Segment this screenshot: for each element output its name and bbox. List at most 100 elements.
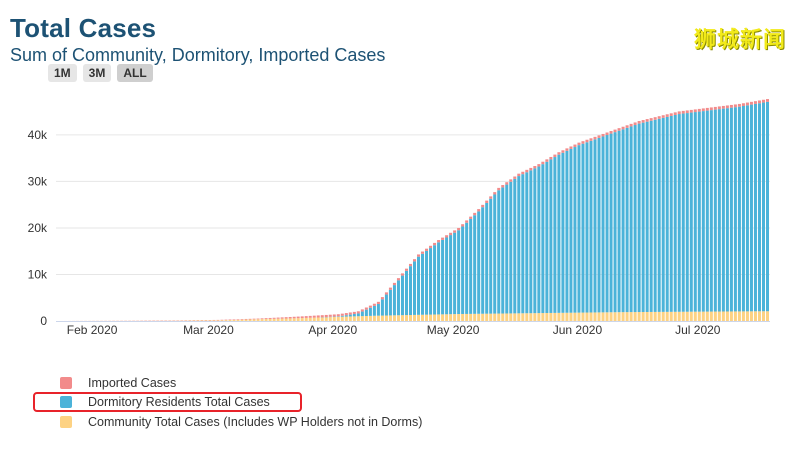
range-button-3m[interactable]: 3M	[82, 64, 112, 82]
bar-imported	[376, 301, 380, 305]
bar-dormitory	[653, 119, 657, 312]
bar-imported	[585, 139, 589, 143]
bar-dormitory	[625, 127, 629, 313]
bar-imported	[473, 212, 477, 216]
bar-community	[429, 314, 433, 321]
bar-imported	[244, 318, 248, 320]
bar-community	[268, 318, 272, 321]
bar-community	[509, 313, 513, 321]
bar-dormitory	[661, 117, 665, 312]
bar-community	[232, 319, 236, 321]
legend-item-community[interactable]: Community Total Cases (Includes WP Holde…	[60, 412, 422, 432]
bar-community	[212, 320, 216, 321]
bar-imported	[284, 317, 288, 319]
bar-community	[368, 315, 372, 321]
bar-community	[545, 313, 549, 321]
bar-dormitory	[537, 166, 541, 314]
bar-dormitory	[725, 108, 729, 312]
bar-community	[533, 313, 537, 321]
bar-community	[493, 313, 497, 321]
bar-community	[581, 312, 585, 321]
bar-community	[469, 313, 473, 321]
bar-dormitory	[360, 311, 364, 317]
bar-imported	[617, 128, 621, 131]
bar-community	[589, 312, 593, 321]
bar-community	[621, 312, 625, 321]
bar-dormitory	[521, 174, 525, 314]
bar-community	[669, 311, 673, 321]
bar-community	[264, 319, 268, 321]
bar-imported	[693, 109, 697, 113]
bar-imported	[300, 316, 304, 319]
bar-community	[681, 311, 685, 321]
bar-imported	[557, 152, 561, 155]
bar-imported	[404, 268, 408, 271]
bar-dormitory	[737, 106, 741, 312]
bar-imported	[721, 105, 725, 109]
bar-community	[637, 312, 641, 321]
bar-community	[449, 314, 453, 321]
bar-dormitory	[689, 112, 693, 312]
bar-dormitory	[413, 261, 417, 315]
bar-imported	[408, 263, 412, 267]
bar-dormitory	[641, 122, 645, 313]
bar-imported	[605, 132, 609, 136]
legend-item-dormitory[interactable]: Dormitory Residents Total Cases	[60, 393, 422, 413]
bar-dormitory	[384, 294, 388, 316]
y-tick-label: 10k	[28, 267, 48, 281]
bar-community	[473, 313, 477, 321]
bar-community	[705, 311, 709, 321]
bar-community	[489, 313, 493, 321]
bar-imported	[352, 311, 356, 315]
bar-community	[445, 314, 449, 321]
bar-dormitory	[621, 129, 625, 313]
bar-community	[673, 311, 677, 321]
bar-imported	[425, 248, 429, 251]
bar-community	[717, 311, 721, 321]
bar-dormitory	[441, 239, 445, 315]
bar-community	[461, 313, 465, 321]
bar-dormitory	[721, 108, 725, 312]
bar-community	[396, 315, 400, 321]
bar-imported	[236, 319, 240, 320]
bar-dormitory	[549, 159, 553, 313]
bar-dormitory	[380, 299, 384, 316]
bar-imported	[561, 150, 565, 153]
range-button-1m[interactable]: 1M	[48, 64, 77, 82]
bar-dormitory	[352, 314, 356, 317]
bar-dormitory	[553, 157, 557, 313]
bar-dormitory	[693, 112, 697, 312]
bar-imported	[725, 105, 729, 109]
bar-imported	[541, 161, 545, 165]
bar-community	[433, 314, 437, 321]
bar-imported	[669, 113, 673, 116]
bar-dormitory	[733, 107, 737, 312]
bar-imported	[413, 259, 417, 262]
y-tick-label: 20k	[28, 221, 48, 235]
bar-community	[340, 316, 344, 321]
bar-community	[392, 315, 396, 321]
bar-imported	[545, 159, 549, 162]
bar-dormitory	[404, 270, 408, 316]
bar-community	[577, 312, 581, 321]
bar-imported	[765, 99, 769, 102]
bar-imported	[573, 144, 577, 148]
bar-imported	[729, 104, 733, 108]
bar-dormitory	[601, 136, 605, 313]
bar-imported	[429, 245, 433, 249]
range-button-all[interactable]: ALL	[117, 64, 153, 82]
bar-community	[613, 312, 617, 321]
bar-community	[244, 319, 248, 321]
bar-community	[741, 311, 745, 321]
legend-item-imported[interactable]: Imported Cases	[60, 373, 422, 393]
bar-dormitory	[473, 215, 477, 314]
bar-dormitory	[573, 147, 577, 313]
bar-dormitory	[517, 176, 521, 314]
bar-dormitory	[348, 314, 352, 317]
bar-imported	[316, 315, 320, 318]
bar-community	[356, 316, 360, 321]
bar-community	[300, 318, 304, 321]
x-tick-label: Jun 2020	[553, 323, 603, 337]
bar-community	[633, 312, 637, 321]
bar-dormitory	[421, 253, 425, 315]
